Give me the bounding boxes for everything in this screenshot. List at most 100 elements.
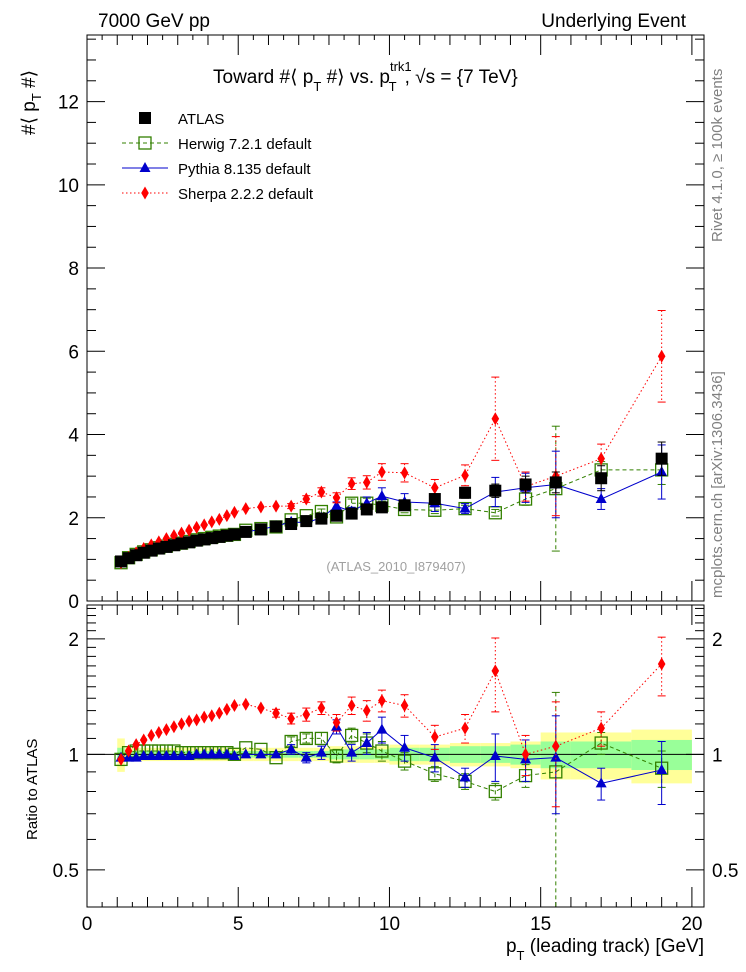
data-point — [549, 476, 562, 489]
main-y-tick-label: 6 — [68, 342, 79, 363]
ratio-point — [228, 749, 240, 760]
data-point — [241, 502, 250, 516]
ratio-point — [255, 748, 267, 759]
ratio-series-layer — [114, 636, 669, 907]
data-point — [230, 505, 239, 519]
ratio-point — [332, 716, 341, 730]
ratio-point — [551, 739, 560, 753]
ratio-point — [344, 728, 359, 743]
ratio-point — [185, 714, 193, 728]
ratio-series-line — [121, 725, 662, 784]
ratio-y-tick-label-left: 0.5 — [53, 861, 79, 882]
data-point — [375, 501, 388, 514]
data-point — [597, 452, 605, 466]
data-point — [331, 500, 343, 511]
ratio-series-herwig — [114, 691, 669, 907]
data-point — [459, 502, 471, 513]
main-y-tick-labels: 0 2 4 6 8 10 12 — [58, 93, 80, 613]
main-y-tick-label: 2 — [68, 509, 79, 530]
xlabel-sub: T — [517, 948, 525, 963]
ratio-axis-ticks — [87, 607, 704, 908]
legend-label: Pythia 8.135 default — [178, 161, 311, 178]
main-y-tick-label: 12 — [58, 93, 79, 114]
legend-label: Herwig 7.2.1 default — [178, 136, 312, 153]
ratio-point — [315, 746, 327, 757]
main-axis-ticks — [86, 35, 704, 907]
title-sub1: T — [313, 79, 321, 94]
ratio-point — [375, 744, 389, 758]
ratio-point — [314, 731, 329, 746]
ratio-series-pythia — [115, 715, 668, 815]
data-point — [489, 484, 502, 497]
legend: ATLAS Herwig 7.2.1 default Pythia 8.135 de… — [122, 111, 314, 203]
x-tick-label: 10 — [379, 914, 400, 935]
data-point — [257, 500, 265, 514]
data-point — [347, 477, 356, 491]
ylabel-pre: #⟨ p — [19, 101, 40, 135]
title-pre: Toward #⟨ p — [213, 67, 313, 88]
data-point — [595, 493, 607, 504]
legend-marker-filled-square — [139, 112, 151, 124]
ratio-point — [347, 699, 356, 713]
data-point — [519, 478, 532, 491]
ratio-point — [299, 731, 313, 746]
title-sup2: trk1 — [390, 59, 412, 74]
ratio-point — [317, 701, 326, 715]
data-point — [655, 452, 668, 465]
data-point — [239, 525, 252, 538]
ratio-point — [302, 707, 311, 721]
mcplots-label: mcplots.cern.ch [arXiv:1306.3436] — [709, 371, 726, 598]
ratio-point — [362, 704, 371, 718]
ratio-point — [124, 744, 133, 758]
ratio-point — [200, 710, 208, 724]
data-point — [428, 493, 441, 506]
x-tick-label: 15 — [530, 914, 551, 935]
data-point — [170, 529, 178, 543]
data-point — [330, 509, 343, 522]
main-y-tick-label: 10 — [58, 176, 79, 197]
series-line — [120, 356, 663, 564]
x-tick-labels: 0 5 10 15 20 — [82, 914, 703, 935]
xlabel-post: (leading track) [GeV] — [524, 936, 704, 957]
ratio-point — [491, 664, 500, 678]
ratio-point — [162, 723, 171, 737]
ratio-point — [221, 748, 233, 759]
data-point — [360, 503, 373, 516]
header-right-label: Underlying Event — [541, 11, 686, 32]
ratio-point — [170, 720, 178, 734]
main-y-tick-label: 8 — [68, 259, 79, 280]
ratio-point — [400, 699, 409, 713]
data-point — [287, 499, 295, 513]
data-point — [431, 481, 439, 495]
chart-title: Toward #⟨ pT #⟩ vs. ptrk1 T, √s = {7 TeV} — [213, 59, 518, 94]
ratio-point — [206, 748, 218, 759]
data-point — [400, 466, 409, 480]
title-mid: #⟩ vs. p — [321, 67, 390, 88]
ratio-point — [346, 746, 358, 757]
data-point — [378, 465, 386, 479]
data-point — [223, 509, 231, 523]
stat-uncertainty-band — [570, 741, 632, 769]
ratio-point — [240, 748, 252, 759]
ratio-point — [656, 764, 668, 775]
ratio-point — [155, 725, 163, 739]
ratio-y-tick-label-left: 2 — [68, 630, 79, 651]
data-point — [272, 499, 280, 513]
ratio-point — [597, 721, 605, 735]
legend-marker-filled-triangle — [139, 162, 151, 172]
legend-item: ATLAS — [139, 111, 224, 128]
ratio-y-tick-labels: 0.5 0.5 1 1 2 2 — [53, 630, 739, 882]
ratio-point — [376, 723, 388, 734]
data-point — [595, 472, 608, 485]
ratio-point — [176, 749, 188, 760]
ratio-point — [230, 699, 239, 713]
ratio-point — [461, 721, 469, 735]
ratio-point — [399, 741, 411, 752]
title-sub2: T — [389, 79, 397, 94]
ratio-point — [459, 771, 471, 782]
data-point — [461, 468, 469, 482]
data-point — [215, 512, 224, 526]
title-post: , √s = {7 TeV} — [405, 67, 518, 88]
ratio-point — [287, 711, 295, 725]
data-point — [285, 518, 298, 531]
